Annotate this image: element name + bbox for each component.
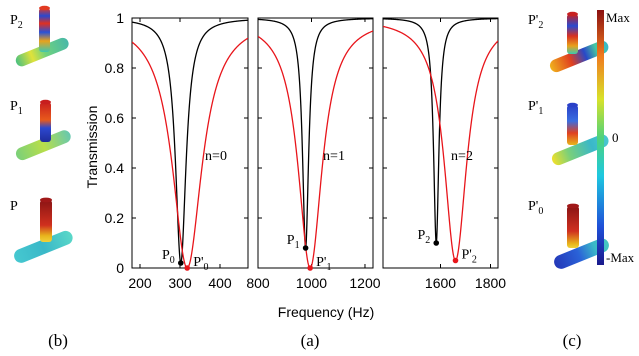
plot-frame: [257, 17, 374, 269]
x-tick-label: 1600: [425, 275, 456, 291]
point-label: P2: [417, 228, 430, 246]
colorbar-min-label: -Max: [606, 250, 635, 265]
curve-black: [132, 19, 248, 265]
panel-label-b: (b): [48, 331, 68, 350]
mode-point: [452, 257, 459, 264]
panel-n0: 200 300 400 P0 P'0 n=0: [128, 17, 249, 291]
mode-shapes-left: P2 P1 P: [10, 5, 73, 263]
mode-label-left-1: P1: [10, 99, 23, 117]
x-axis-label: Frequency (Hz): [278, 304, 374, 320]
panel-n1: 800 1000 1200 P1 P'1 n=1: [246, 17, 381, 291]
point-label: P'2: [462, 248, 477, 266]
plot-frame: [382, 17, 499, 269]
y-axis-label: Transmission: [84, 106, 100, 189]
mode-order-annotation: n=2: [451, 149, 473, 164]
mode-label-right-1: P'1: [528, 99, 543, 117]
mode-label-right-0: P'2: [528, 13, 543, 31]
plot-frame: [131, 17, 249, 269]
point-label: P1: [287, 233, 300, 251]
curve-black: [258, 18, 373, 249]
y-tick-labels: 0 0.2 0.4 0.6 0.8 1: [105, 10, 125, 276]
mode-shape-p0: [14, 197, 73, 263]
y-tick-label: 1: [116, 10, 124, 26]
mode-point: [433, 240, 440, 246]
x-tick-label: 1200: [349, 275, 380, 291]
y-tick-label: 0.2: [105, 210, 125, 226]
x-tick-label: 800: [246, 275, 270, 291]
curve-red: [258, 30, 373, 268]
mode-shape-p1-prime: [551, 102, 609, 166]
x-tick-label: 400: [208, 275, 232, 291]
y-tick-label: 0: [116, 260, 124, 276]
x-tick-label: 300: [168, 275, 192, 291]
mode-order-annotation: n=1: [323, 149, 345, 164]
chart-area: Transmission 0 0.2 0.4 0.6 0.8 1 200 300 400 P0 P…: [84, 10, 506, 320]
mode-point: [178, 260, 184, 266]
x-tick-label: 1800: [475, 275, 506, 291]
colorbar-gradient: [597, 10, 604, 265]
y-tick-label: 0.6: [105, 110, 125, 126]
mode-shapes-right: P'2 P'1 P'0: [528, 11, 609, 269]
mode-shape-p2: [15, 5, 69, 67]
mode-order-annotation: n=0: [205, 149, 227, 164]
mode-point: [302, 245, 309, 251]
panel-n2: 1600 1800 P2 P'2 n=2: [382, 17, 506, 291]
mode-shape-p0-prime: [554, 203, 609, 269]
colorbar-mid-label: 0: [612, 130, 619, 145]
point-label: P'1: [316, 255, 331, 273]
x-tick-label: 1000: [296, 275, 327, 291]
colorbar: Max 0 -Max: [597, 10, 635, 265]
mode-point: [184, 265, 190, 271]
mode-label-right-2: P'0: [528, 199, 543, 217]
point-label: P0: [162, 248, 175, 266]
curve-black: [383, 18, 498, 244]
panel-label-a: (a): [301, 331, 320, 350]
mode-shape-p1: [15, 99, 71, 161]
mode-point: [307, 265, 313, 271]
mode-label-left-0: P2: [10, 13, 23, 31]
curve-red: [132, 37, 248, 268]
y-tick-label: 0.4: [105, 160, 125, 176]
mode-label-left-2: P: [10, 199, 18, 214]
mode-shape-p2-prime: [549, 11, 609, 73]
point-label: P'0: [193, 255, 208, 273]
y-tick-label: 0.8: [105, 60, 125, 76]
curve-red: [383, 25, 498, 262]
panel-label-c: (c): [563, 331, 582, 350]
x-tick-label: 200: [128, 275, 152, 291]
colorbar-max-label: Max: [606, 10, 630, 25]
